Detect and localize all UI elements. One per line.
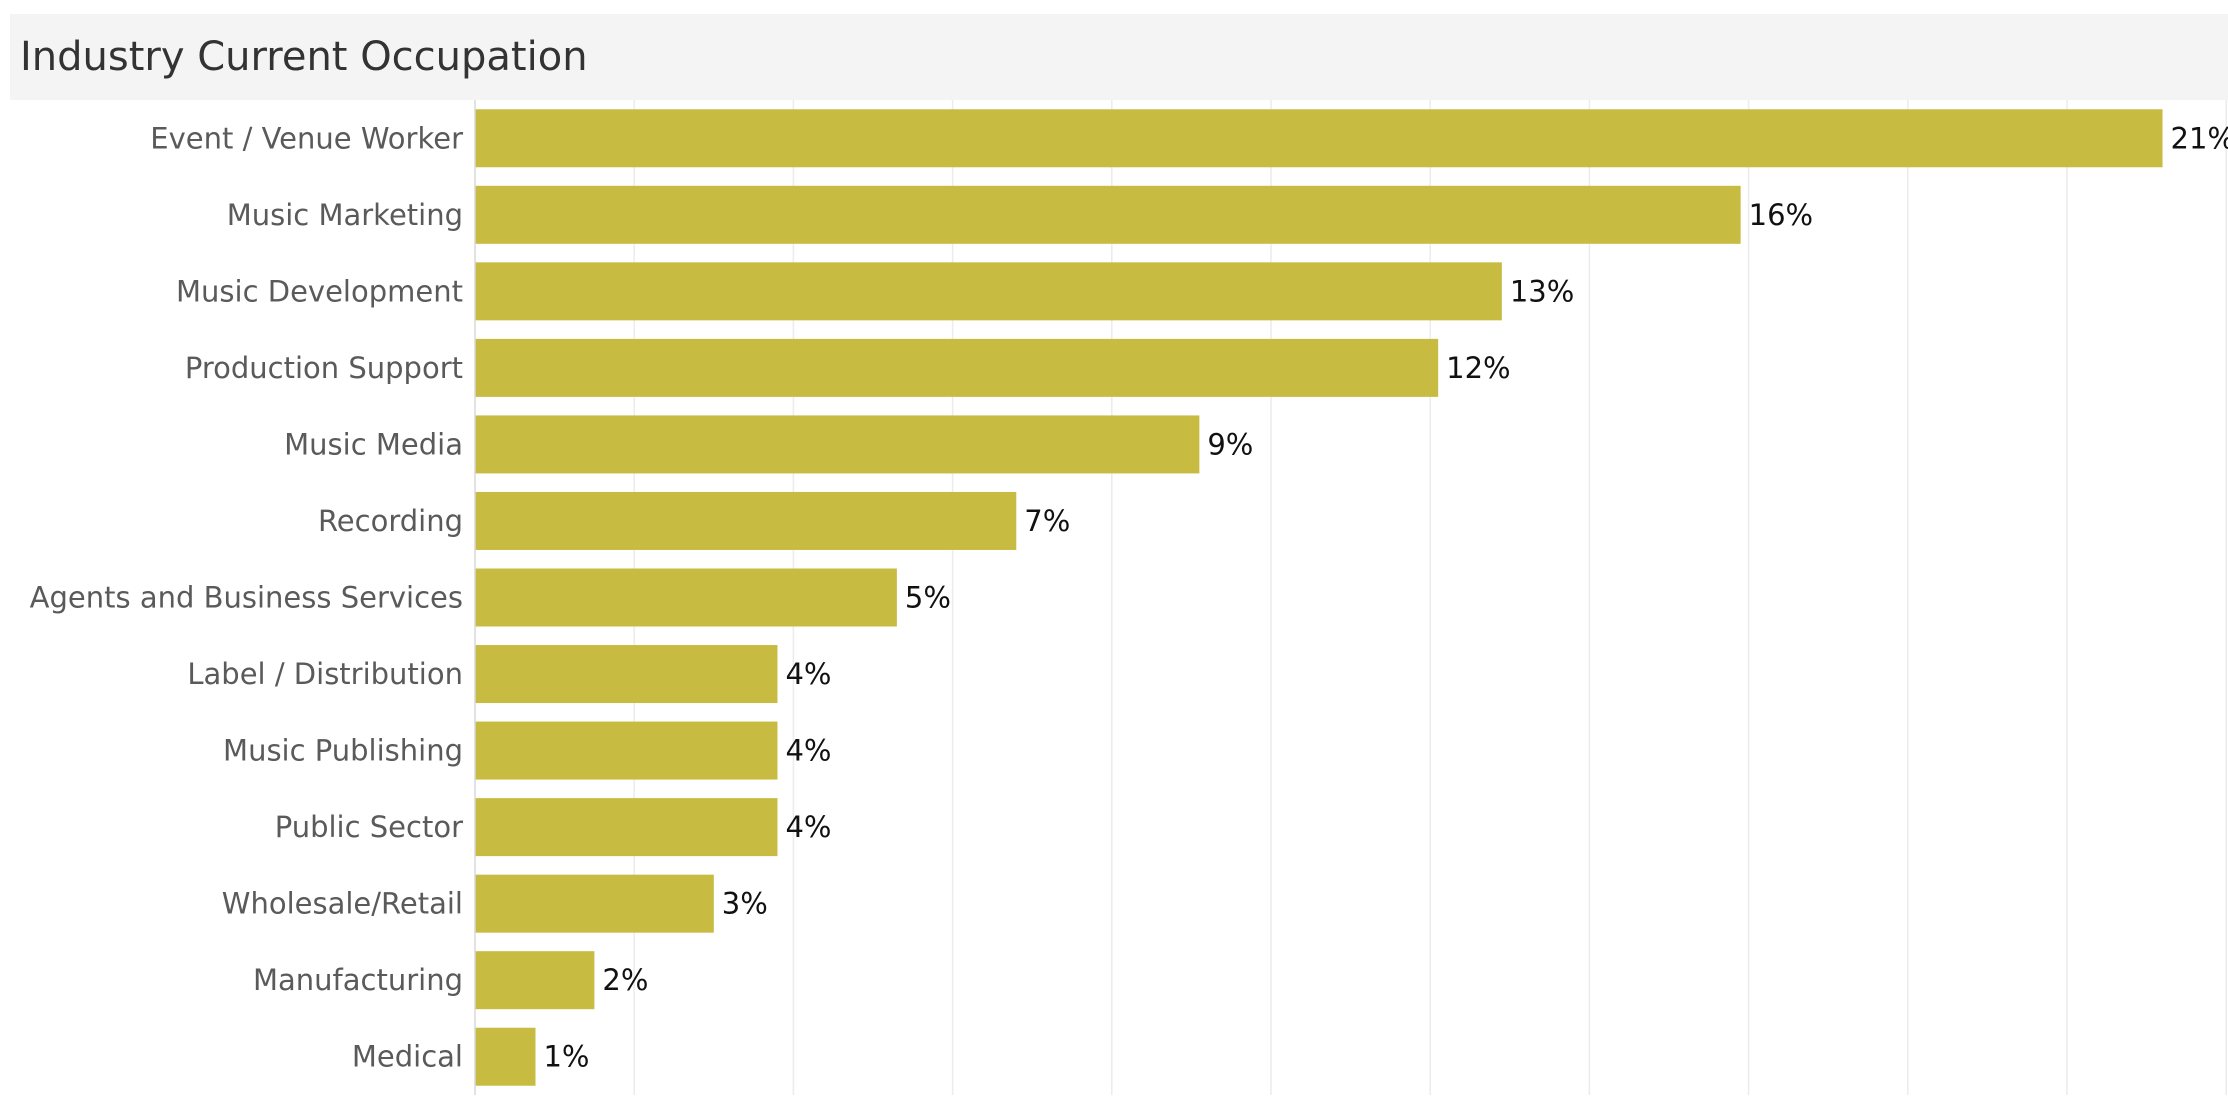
bar <box>475 645 778 704</box>
bar <box>475 109 2163 168</box>
value-label: 5% <box>905 581 951 615</box>
category-label: Recording <box>318 504 463 538</box>
value-label: 16% <box>1749 198 1813 232</box>
bar <box>475 874 714 933</box>
value-label: 13% <box>1510 274 1574 308</box>
bar <box>475 262 1502 321</box>
value-label: 2% <box>602 963 648 997</box>
category-label: Agents and Business Services <box>30 581 463 615</box>
category-label: Event / Venue Worker <box>150 121 463 155</box>
bar <box>475 721 778 780</box>
bar <box>475 1027 536 1086</box>
category-label: Medical <box>352 1040 463 1074</box>
bar <box>475 798 778 857</box>
category-label: Manufacturing <box>253 963 463 997</box>
value-label: 1% <box>543 1040 589 1074</box>
value-label: 3% <box>722 887 768 921</box>
value-label: 4% <box>785 734 831 768</box>
bar <box>475 415 1200 474</box>
bars <box>475 109 2163 1086</box>
bar <box>475 338 1439 397</box>
value-label: 4% <box>785 810 831 844</box>
category-label: Wholesale/Retail <box>222 887 463 921</box>
category-label: Music Marketing <box>227 198 463 232</box>
chart-title: Industry Current Occupation <box>20 34 588 80</box>
value-label: 21% <box>2171 121 2228 155</box>
value-label: 9% <box>1207 427 1253 461</box>
bar <box>475 951 595 1010</box>
labels: Event / Venue Worker 21% Music Marketing 16… <box>30 121 2228 1073</box>
value-label: 12% <box>1446 351 1510 385</box>
category-label: Label / Distribution <box>187 657 463 691</box>
bar <box>475 568 897 627</box>
category-label: Music Media <box>284 427 463 461</box>
category-label: Public Sector <box>275 810 463 844</box>
category-label: Music Publishing <box>223 734 463 768</box>
bar <box>475 491 1017 550</box>
chart-title-bar: Industry Current Occupation <box>10 14 2228 100</box>
value-label: 7% <box>1024 504 1070 538</box>
bar <box>475 185 1741 244</box>
category-label: Music Development <box>176 274 463 308</box>
value-label: 4% <box>785 657 831 691</box>
category-label: Production Support <box>185 351 463 385</box>
